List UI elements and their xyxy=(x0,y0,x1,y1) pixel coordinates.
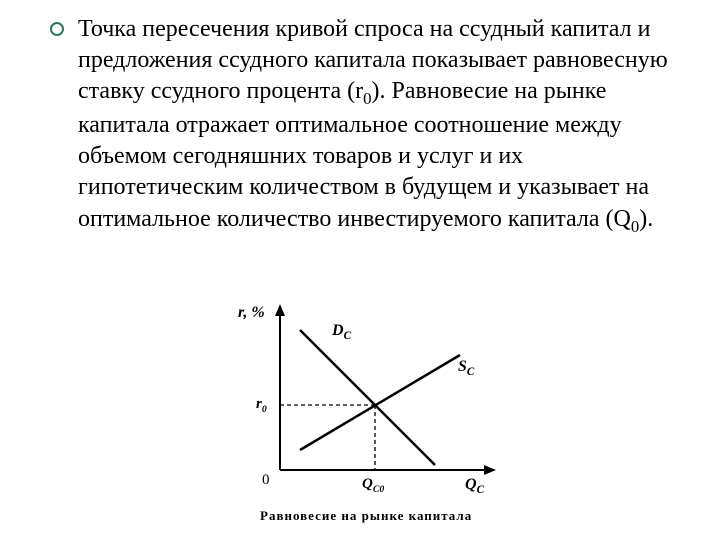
chart-caption: Равновесие на рынке капитала xyxy=(260,508,472,524)
text-sub2: 0 xyxy=(631,216,639,235)
equilibrium-chart: r, % r0 0 DC SC QC0 QC Равновесие на рын… xyxy=(220,300,520,530)
bullet-icon xyxy=(50,22,64,36)
r0-sub: 0 xyxy=(262,404,267,415)
y-axis-label: r, % xyxy=(238,304,265,322)
x-axis-arrow-icon xyxy=(484,465,496,475)
y-axis-arrow-icon xyxy=(275,304,285,316)
text-sub1: 0 xyxy=(363,89,371,108)
supply-label: SC xyxy=(458,358,474,378)
r0-tick-label: r0 xyxy=(256,396,267,415)
demand-label: DC xyxy=(332,322,351,342)
y-axis-label-text: r, % xyxy=(238,304,265,321)
slide-content: Точка пересечения кривой спроса на ссудн… xyxy=(0,0,720,237)
q0-tick-label: QC0 xyxy=(362,476,384,495)
supply-sub: C xyxy=(467,366,474,378)
text-post: ). xyxy=(639,206,653,232)
demand-text: D xyxy=(332,322,344,339)
q0-text: Q xyxy=(362,476,373,492)
x-axis-label: QC xyxy=(465,476,484,496)
supply-text: S xyxy=(458,358,467,375)
x-axis-label-text: Q xyxy=(465,476,477,493)
demand-curve xyxy=(300,330,435,465)
supply-curve xyxy=(300,355,460,450)
origin-text: 0 xyxy=(262,472,270,488)
body-text: Точка пересечения кривой спроса на ссудн… xyxy=(78,14,690,237)
origin-label: 0 xyxy=(262,472,270,489)
q0-sub: C0 xyxy=(373,484,384,495)
bullet-item: Точка пересечения кривой спроса на ссудн… xyxy=(30,14,690,237)
demand-sub: C xyxy=(344,330,351,342)
x-axis-label-sub: C xyxy=(477,484,484,496)
chart-caption-text: Равновесие на рынке капитала xyxy=(260,508,472,523)
